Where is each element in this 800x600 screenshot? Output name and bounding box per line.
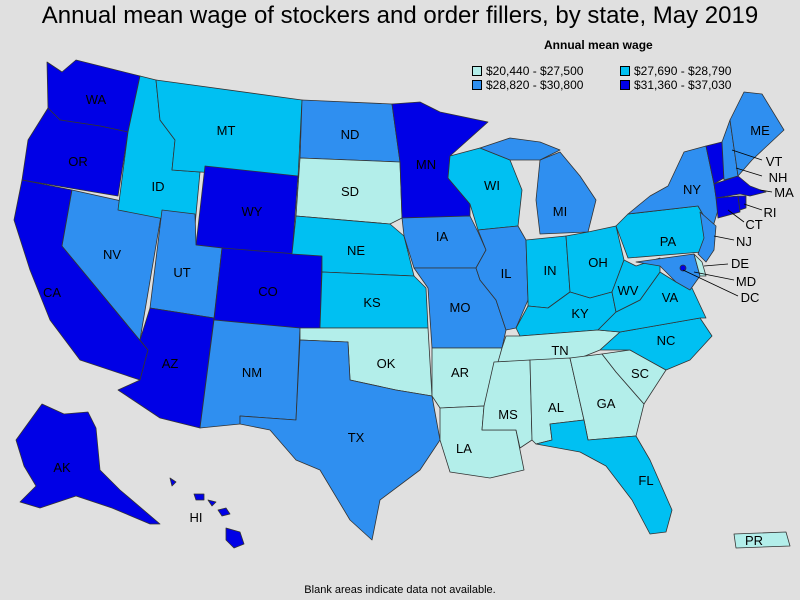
state-FL[interactable]: [535, 419, 673, 535]
label-MT: MT: [217, 123, 236, 138]
label-SD: SD: [341, 184, 359, 199]
label-NM: NM: [242, 365, 262, 380]
label-HI: HI: [190, 510, 203, 525]
label-AR: AR: [451, 365, 469, 380]
label-CA: CA: [43, 285, 61, 300]
footnote: Blank areas indicate data not available.: [304, 584, 496, 596]
legend-swatch-2: [620, 66, 630, 76]
leader-CT: [727, 209, 745, 223]
legend-item-2: $27,690 - $28,790: [620, 64, 731, 78]
label-NC: NC: [657, 333, 676, 348]
legend-label-2: $27,690 - $28,790: [634, 64, 732, 78]
state-DC[interactable]: [679, 264, 687, 272]
state-SC[interactable]: [601, 349, 667, 405]
legend-item-1: $20,440 - $27,500: [472, 64, 583, 78]
label-PA: PA: [660, 234, 677, 249]
leader-NJ: [713, 235, 735, 241]
state-NJ[interactable]: [697, 211, 717, 263]
label-ME: ME: [750, 123, 770, 138]
state-PR[interactable]: [733, 531, 791, 549]
state-OR[interactable]: [21, 107, 129, 197]
label-MS: MS: [498, 407, 518, 422]
label-DE: DE: [731, 256, 749, 271]
label-WI: WI: [484, 178, 500, 193]
legend-item-3: $28,820 - $30,800: [472, 78, 583, 92]
label-NJ: NJ: [736, 234, 752, 249]
label-SC: SC: [631, 366, 649, 381]
label-OH: OH: [588, 255, 608, 270]
state-CT[interactable]: [715, 195, 741, 219]
legend-label-3: $28,820 - $30,800: [486, 78, 584, 92]
legend-swatch-1: [472, 66, 482, 76]
legend-label-4: $31,360 - $37,030: [634, 78, 732, 92]
label-NY: NY: [683, 182, 701, 197]
state-DE[interactable]: [693, 253, 707, 277]
label-TN: TN: [551, 343, 568, 358]
leader-VT: [731, 149, 763, 161]
map-title: Annual mean wage of stockers and order f…: [41, 2, 759, 29]
label-NH: NH: [769, 170, 788, 185]
label-WA: WA: [86, 92, 107, 107]
label-ID: ID: [152, 179, 165, 194]
legend-title: Annual mean wage: [544, 38, 653, 52]
leader-DE: [703, 263, 729, 267]
state-MI-upper[interactable]: [479, 137, 561, 161]
label-FL: FL: [638, 473, 653, 488]
state-SD[interactable]: [295, 157, 403, 225]
label-VT: VT: [766, 154, 783, 169]
legend-label-1: $20,440 - $27,500: [486, 64, 584, 78]
label-CT: CT: [745, 217, 762, 232]
label-CO: CO: [258, 284, 278, 299]
legend-item-4: $31,360 - $37,030: [620, 78, 731, 92]
label-UT: UT: [173, 265, 190, 280]
legend-swatch-3: [472, 80, 482, 90]
label-MN: MN: [416, 157, 436, 172]
state-HI[interactable]: [169, 477, 245, 549]
label-AK: AK: [53, 460, 71, 475]
leader-MD: [693, 271, 735, 281]
label-OK: OK: [377, 356, 396, 371]
label-IA: IA: [436, 229, 449, 244]
label-OR: OR: [68, 154, 88, 169]
label-WY: WY: [242, 204, 263, 219]
label-NV: NV: [103, 247, 121, 262]
label-KS: KS: [363, 295, 381, 310]
label-MA: MA: [774, 185, 794, 200]
state-TX[interactable]: [239, 339, 441, 541]
state-AK[interactable]: [15, 403, 161, 525]
label-LA: LA: [456, 441, 472, 456]
leader-MA: [759, 189, 773, 193]
leader-DC: [682, 269, 739, 297]
label-RI: RI: [764, 205, 777, 220]
label-KY: KY: [571, 306, 589, 321]
label-MD: MD: [736, 274, 756, 289]
label-IN: IN: [544, 263, 557, 278]
label-AL: AL: [548, 400, 564, 415]
leader-RI: [743, 203, 763, 211]
label-TX: TX: [348, 430, 365, 445]
state-IL[interactable]: [475, 225, 529, 331]
label-AZ: AZ: [162, 356, 179, 371]
label-VA: VA: [662, 290, 679, 305]
label-DC: DC: [741, 290, 760, 305]
state-MI[interactable]: [535, 151, 597, 235]
label-IL: IL: [501, 266, 512, 281]
leader-NH: [735, 167, 763, 177]
label-WV: WV: [618, 283, 639, 298]
label-GA: GA: [597, 396, 616, 411]
label-MO: MO: [450, 300, 471, 315]
state-RI[interactable]: [737, 195, 747, 211]
label-ND: ND: [341, 127, 360, 142]
label-PR: PR: [745, 533, 763, 548]
label-NE: NE: [347, 243, 365, 258]
label-MI: MI: [553, 204, 567, 219]
state-KS[interactable]: [319, 271, 429, 329]
legend-swatch-4: [620, 80, 630, 90]
